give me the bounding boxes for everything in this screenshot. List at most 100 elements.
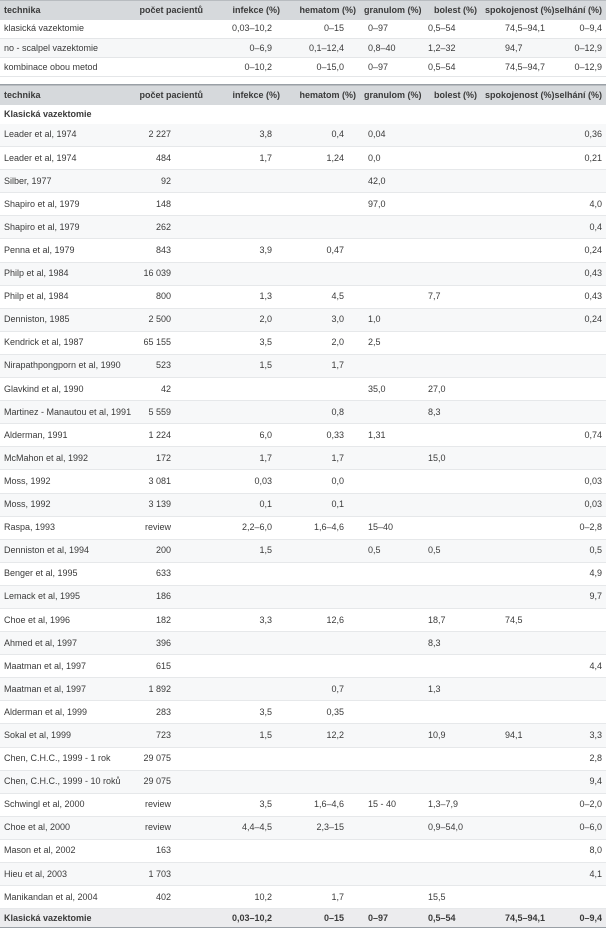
- cell-bolest: [420, 423, 481, 448]
- cell-hematom: [284, 215, 360, 240]
- cell-selhani: [550, 608, 606, 633]
- cell-granulom: [360, 839, 420, 864]
- cell-bolest: [420, 700, 481, 725]
- cell-pocet-pacientu: 800: [131, 285, 207, 309]
- cell-technika: Alderman et al, 1999: [0, 700, 131, 725]
- cell-spokojenost: 94,7: [505, 42, 523, 53]
- cell-infekce: 3,9: [207, 238, 284, 263]
- cell-spokojenost: [481, 469, 550, 494]
- cell-pocet-pacientu: 262: [131, 215, 207, 240]
- table-row: Philp et al, 1984 800 1,3 4,5 7,7 0,43: [0, 285, 606, 309]
- cell-technika: Leader et al, 1974: [0, 123, 131, 148]
- cell-pocet-pacientu: review: [131, 816, 207, 840]
- cell-pocet-pacientu: 283: [131, 700, 207, 725]
- table-row: Choe et al, 1996 182 3,3 12,6 18,7 74,5: [0, 608, 606, 633]
- cell-technika: Martinez - Manautou et al, 1991: [0, 400, 131, 425]
- table-row: Maatman et al, 1997 1 892 0,7 1,3: [0, 677, 606, 702]
- cell-selhani: 0–6,0: [550, 816, 606, 840]
- table-row: Shapiro et al, 1979 148 97,0 4,0: [0, 192, 606, 217]
- cell-technika: Sokal et al, 1999: [0, 723, 131, 748]
- cell-granulom: 0,5: [360, 539, 420, 563]
- cell-pocet-pacientu: 42: [131, 377, 207, 402]
- cell-spokojenost: [481, 539, 550, 563]
- cell-hematom: 0,7: [284, 677, 360, 702]
- cell-bolest: 27,0: [420, 377, 481, 402]
- cell-granulom: [360, 585, 420, 609]
- cell-technika: Shapiro et al, 1979: [0, 192, 131, 217]
- table-row: Alderman, 1991 1 224 6,0 0,33 1,31 0,74: [0, 423, 606, 448]
- cell-hematom: [284, 262, 360, 286]
- cell-hematom: 12,2: [284, 723, 360, 748]
- cell-infekce: [207, 839, 284, 864]
- cell-technika: Maatman et al, 1997: [0, 677, 131, 702]
- cell-granulom: [360, 770, 420, 794]
- cell-infekce: 0,03–10,2: [231, 23, 272, 34]
- table-row: Raspa, 1993 review 2,2–6,0 1,6–4,6 15–40 0–2,…: [0, 516, 606, 540]
- cell-bolest: [420, 123, 481, 148]
- cell-technika: Moss, 1992: [0, 493, 131, 517]
- cell-bolest: [420, 146, 481, 171]
- cell-infekce: 3,5: [207, 700, 284, 725]
- cell-hematom: 4,5: [284, 285, 360, 309]
- group-label: Klasická vazektomie: [4, 108, 92, 119]
- cell-pocet-pacientu: 843: [131, 238, 207, 263]
- cell-pocet-pacientu: [131, 39, 207, 58]
- cell-granulom: [360, 262, 420, 286]
- cell-pocet-pacientu: 2 500: [131, 308, 207, 332]
- cell-infekce: 2,2–6,0: [207, 516, 284, 540]
- cell-granulom: [360, 654, 420, 679]
- summary-row: kombinace obou metod 0–10,2 0–15,0 0–97 0,5–…: [0, 57, 606, 77]
- table-row: Glavkind et al, 1990 42 35,0 27,0: [0, 377, 606, 402]
- cell-selhani: 0,36: [550, 123, 606, 148]
- cell-hematom: [284, 631, 360, 656]
- cell-granulom: 1,0: [360, 308, 420, 332]
- cell-infekce: 1,7: [207, 146, 284, 171]
- cell-hematom: 0,35: [284, 700, 360, 725]
- cell-pocet-pacientu: [131, 58, 207, 77]
- cell-hematom: [284, 839, 360, 864]
- cell-hematom: 0,4: [284, 123, 360, 148]
- cell-spokojenost: [481, 631, 550, 656]
- cell-granulom: [360, 862, 420, 887]
- cell-technika: Leader et al, 1974: [0, 146, 131, 171]
- cell-infekce: [207, 400, 284, 425]
- cell-infekce: 1,5: [207, 354, 284, 379]
- cell-granulom: 42,0: [360, 169, 420, 194]
- cell-selhani: 0,21: [550, 146, 606, 171]
- cell-technika: Maatman et al, 1997: [0, 654, 131, 679]
- table-row: Penna et al, 1979 843 3,9 0,47 0,24: [0, 238, 606, 263]
- cell-selhani: 0–12,9: [574, 61, 602, 72]
- cell-granulom: [360, 700, 420, 725]
- cell-pocet-pacientu: 163: [131, 839, 207, 864]
- cell-hematom: [284, 654, 360, 679]
- cell-spokojenost: [481, 192, 550, 217]
- cell-pocet-pacientu: 633: [131, 562, 207, 586]
- cell-bolest: [420, 585, 481, 609]
- cell-hematom: 1,7: [284, 354, 360, 379]
- cell-infekce: 3,8: [207, 123, 284, 148]
- cell-infekce: [207, 377, 284, 402]
- detail-table: technika počet pacientů infekce (%) hema…: [0, 85, 606, 928]
- cell-infekce: [207, 585, 284, 609]
- cell-pocet-pacientu: 723: [131, 723, 207, 748]
- cell-technika: Schwingl et al, 2000: [0, 793, 131, 817]
- cell-pocet-pacientu: 29 075: [131, 747, 207, 771]
- cell-bolest: [420, 862, 481, 887]
- cell-hematom: [284, 169, 360, 194]
- table-row: Alderman et al, 1999 283 3,5 0,35: [0, 700, 606, 725]
- cell-technika: Moss, 1992: [0, 469, 131, 494]
- column-header-infekce: infekce (%): [207, 85, 284, 105]
- summary-table: technika počet pacientů infekce (%) hema…: [0, 0, 606, 77]
- cell-spokojenost: [481, 747, 550, 771]
- cell-spokojenost: 74,5–94,1: [505, 23, 546, 34]
- group-row: Klasická vazektomie: [0, 104, 606, 124]
- cell-infekce: [207, 262, 284, 286]
- footer-cell-spokojenost: 74,5–94,1: [505, 912, 546, 923]
- cell-infekce: [207, 862, 284, 887]
- summary-row: klasická vazektomie 0,03–10,2 0–15 0–97 0,5–…: [0, 19, 606, 39]
- column-header-granulom: granulom (%): [360, 0, 422, 20]
- cell-spokojenost: [481, 308, 550, 332]
- cell-technika: Shapiro et al, 1979: [0, 215, 131, 240]
- table-row: Denniston, 1985 2 500 2,0 3,0 1,0 0,24: [0, 308, 606, 332]
- cell-technika: Denniston, 1985: [0, 308, 131, 332]
